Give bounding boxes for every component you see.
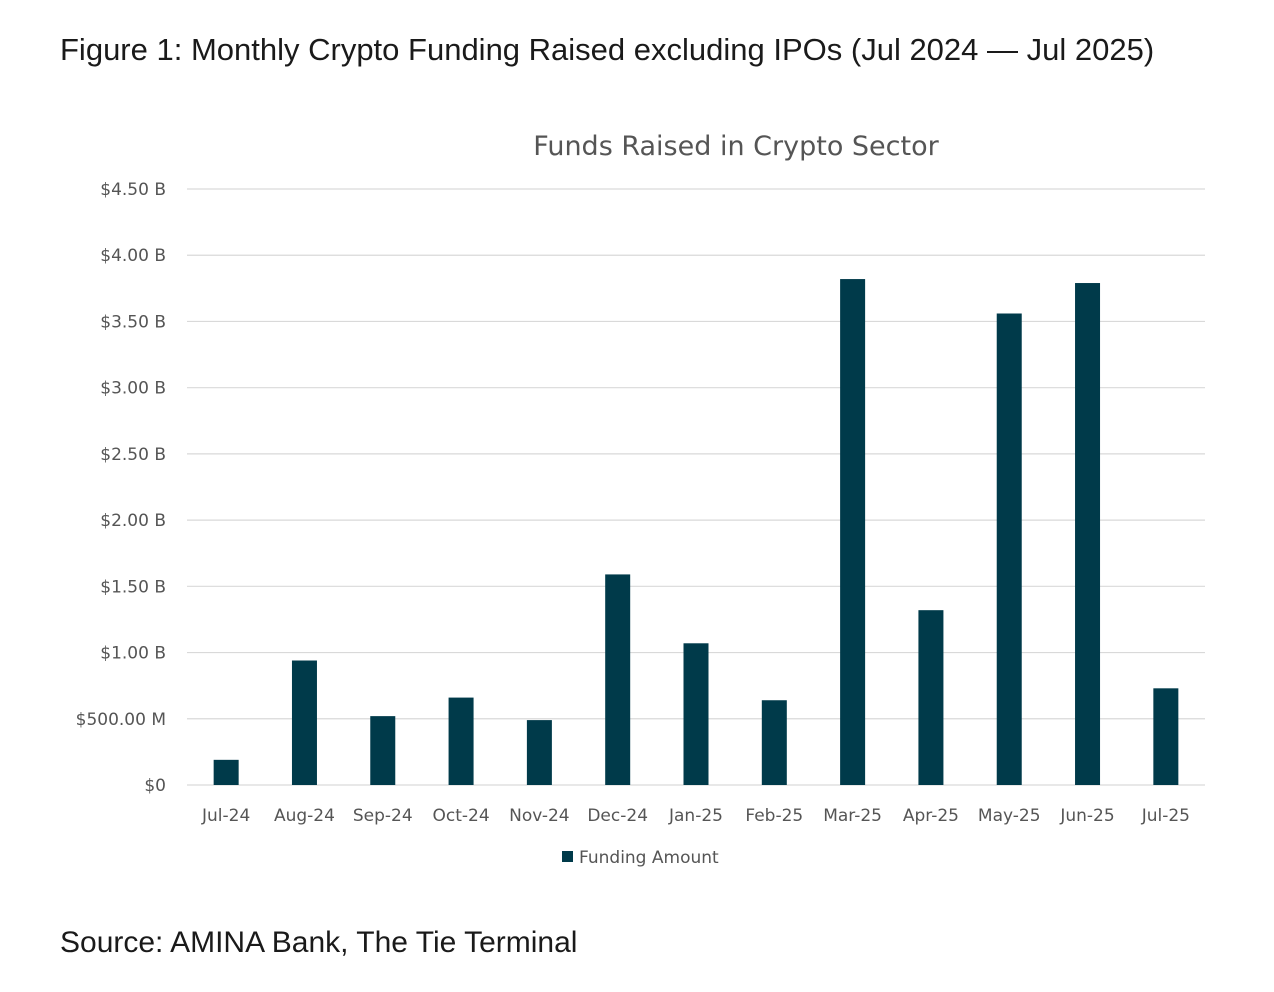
y-tick-label: $0 bbox=[144, 776, 166, 796]
bar-oct-24 bbox=[448, 697, 474, 785]
y-tick-label: $3.00 B bbox=[100, 379, 166, 399]
y-tick-label: $500.00 M bbox=[76, 710, 166, 730]
x-tick-label: May-25 bbox=[978, 806, 1041, 826]
x-tick-label: Jul-25 bbox=[1141, 806, 1190, 826]
x-tick-label: Nov-24 bbox=[509, 806, 570, 826]
x-tick-label: Apr-25 bbox=[903, 806, 959, 826]
y-tick-label: $1.00 B bbox=[100, 644, 166, 664]
bar-jul-24 bbox=[213, 759, 239, 785]
y-tick-label: $4.50 B bbox=[100, 180, 166, 200]
x-tick-label: Jun-25 bbox=[1059, 806, 1114, 826]
bar-jun-25 bbox=[1075, 283, 1101, 785]
x-tick-label: Mar-25 bbox=[823, 806, 882, 826]
y-tick-label: $1.50 B bbox=[100, 577, 166, 597]
x-tick-label: Jul-24 bbox=[201, 806, 250, 826]
bar-apr-25 bbox=[918, 610, 944, 785]
y-tick-label: $2.00 B bbox=[100, 511, 166, 531]
x-tick-label: Aug-24 bbox=[274, 806, 335, 826]
legend-label: Funding Amount bbox=[579, 848, 719, 868]
x-tick-label: Oct-24 bbox=[432, 806, 489, 826]
figure-title: Figure 1: Monthly Crypto Funding Raised … bbox=[60, 32, 1155, 67]
bar-sep-24 bbox=[370, 716, 396, 785]
source-note: Source: AMINA Bank, The Tie Terminal bbox=[60, 926, 578, 959]
bar-feb-25 bbox=[761, 700, 787, 785]
chart-title: Funds Raised in Crypto Sector bbox=[533, 131, 939, 162]
x-tick-label: Jan-25 bbox=[668, 806, 723, 826]
x-tick-label: Feb-25 bbox=[745, 806, 803, 826]
y-tick-label: $4.00 B bbox=[100, 246, 166, 266]
bar-jul-25 bbox=[1153, 688, 1179, 785]
bar-aug-24 bbox=[291, 660, 317, 785]
legend-swatch bbox=[562, 851, 573, 862]
x-tick-label: Sep-24 bbox=[353, 806, 413, 826]
bar-nov-24 bbox=[526, 720, 552, 785]
bar-jan-25 bbox=[683, 643, 709, 785]
x-tick-label: Dec-24 bbox=[587, 806, 648, 826]
y-tick-label: $3.50 B bbox=[100, 312, 166, 332]
bar-may-25 bbox=[996, 313, 1022, 785]
y-tick-label: $2.50 B bbox=[100, 445, 166, 465]
bar-mar-25 bbox=[840, 279, 866, 785]
bar-dec-24 bbox=[605, 574, 631, 785]
